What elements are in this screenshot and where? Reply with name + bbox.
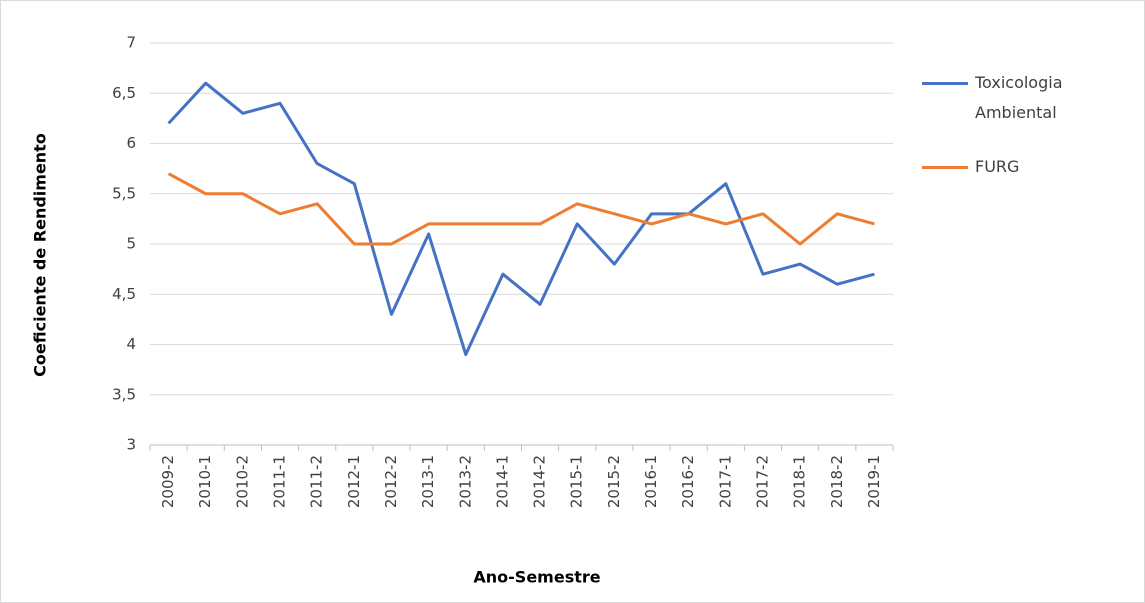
x-tick-label: 2018-1 xyxy=(791,455,809,508)
legend-label: FURG xyxy=(975,157,1020,176)
x-tick-label: 2009-2 xyxy=(159,455,177,508)
x-tick-label: 2015-2 xyxy=(605,455,623,508)
legend-swatch xyxy=(922,166,968,169)
x-tick-label: 2016-1 xyxy=(642,455,660,508)
y-tick-label: 4,5 xyxy=(112,285,136,303)
x-tick-label: 2018-2 xyxy=(828,455,846,508)
legend-swatch xyxy=(922,82,968,85)
series-line xyxy=(167,81,875,357)
x-tick-label: 2013-1 xyxy=(419,455,437,508)
x-tick-label: 2011-2 xyxy=(308,455,326,508)
x-tick-label: 2017-2 xyxy=(753,455,771,508)
y-tick-label: 5,5 xyxy=(112,184,136,202)
y-tick-label: 3 xyxy=(126,436,136,454)
y-tick-label: 5 xyxy=(126,235,136,253)
series-line xyxy=(167,172,875,246)
x-tick-label: 2019-1 xyxy=(865,455,883,508)
y-tick-label: 3,5 xyxy=(112,385,136,403)
x-tick-label: 2012-1 xyxy=(345,455,363,508)
x-tick-label: 2010-1 xyxy=(196,455,214,508)
y-tick-label: 6 xyxy=(126,134,136,152)
x-tick-label: 2014-2 xyxy=(531,455,549,508)
legend-item: Toxicologia Ambiental xyxy=(922,68,1105,128)
x-tick-label: 2015-1 xyxy=(568,455,586,508)
x-tick-label: 2016-2 xyxy=(679,455,697,508)
x-tick-label: 2011-1 xyxy=(271,455,289,508)
y-tick-label: 4 xyxy=(126,335,136,353)
y-tick-label: 6,5 xyxy=(112,84,136,102)
x-tick-label: 2012-2 xyxy=(382,455,400,508)
x-axis-title: Ano-Semestre xyxy=(473,568,600,587)
x-tick-label: 2014-1 xyxy=(493,455,511,508)
x-tick-label: 2010-2 xyxy=(233,455,251,508)
y-axis-title: Coeficiente de Rendimento xyxy=(31,133,50,377)
x-tick-label: 2017-1 xyxy=(716,455,734,508)
legend-label: Toxicologia Ambiental xyxy=(975,73,1063,122)
legend-item: FURG xyxy=(922,152,1105,182)
y-tick-label: 7 xyxy=(126,34,136,52)
x-tick-label: 2013-2 xyxy=(456,455,474,508)
